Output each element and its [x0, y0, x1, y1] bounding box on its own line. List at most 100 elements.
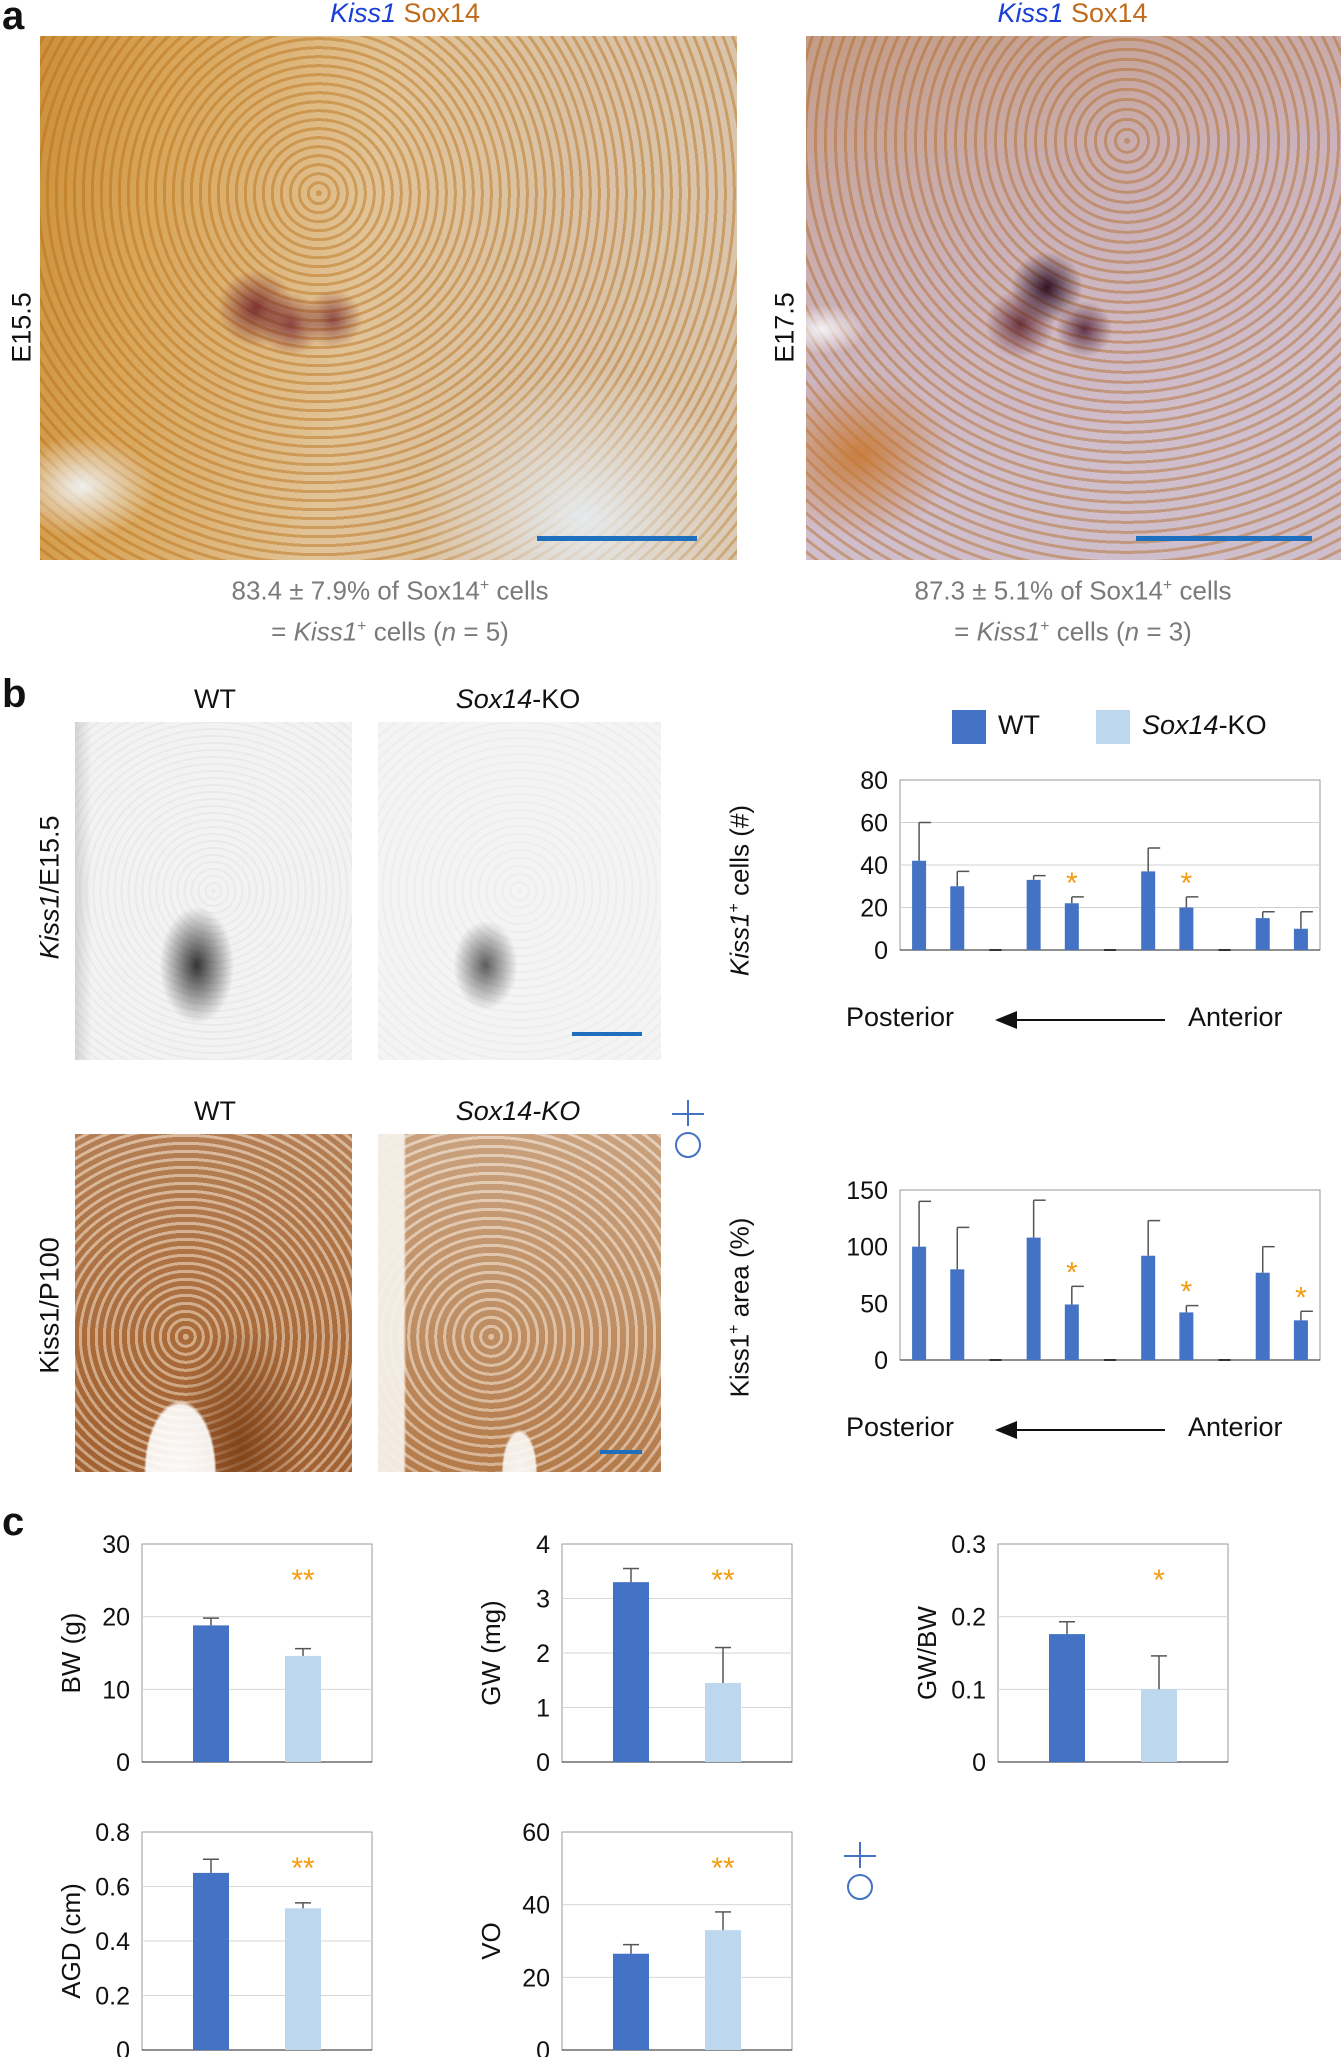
y-tick-label: 0.2: [95, 1983, 130, 2011]
direction-arrow: [995, 1011, 1165, 1029]
direction-anterior: Anterior: [1188, 1412, 1283, 1442]
chart-b-top-ylabel: Kiss1+ cells (#): [725, 791, 756, 991]
y-tick-label: 1: [536, 1695, 550, 1723]
caption-tail: = 5): [456, 616, 509, 647]
caption-tail: = 3): [1139, 616, 1192, 647]
y-axis-label: GW (mg): [480, 1600, 506, 1705]
panel-a-right-title: Kiss1 Sox14: [805, 0, 1340, 29]
stage-label-e17: E17.5: [769, 292, 800, 363]
title-suffix: -KO: [532, 684, 581, 714]
ylabel-gene: Kiss1: [724, 912, 755, 977]
caption-tail: cells: [1172, 575, 1232, 606]
y-tick-label: 20: [860, 895, 888, 923]
y-tick-label: 3: [536, 1586, 550, 1614]
y-tick-label: 60: [522, 1819, 550, 1847]
chart-c-agd: 0 0.2 0.4 0.6 0.8 AGD (cm) **: [60, 1819, 373, 2057]
panel-letter-c: c: [2, 1500, 25, 1544]
bar: [912, 860, 927, 950]
y-tick-label: 100: [846, 1234, 888, 1262]
caption-sup: +: [1040, 617, 1050, 635]
caption-line-2: = Kiss1+ cells (n = 3): [813, 609, 1333, 650]
caption-value: 87.3 ± 5.1% of Sox14: [914, 575, 1163, 606]
y-tick-label: 20: [522, 1964, 550, 1992]
micrograph-kiss1-e15-sox14ko: [378, 722, 661, 1060]
bar: [1141, 871, 1156, 950]
gene-name: Kiss1: [34, 893, 65, 960]
chart-c-gw: 0 1 2 3 4 GW (mg) **: [480, 1531, 793, 1777]
bar: [1179, 1312, 1194, 1360]
y-tick-label: 30: [102, 1531, 130, 1559]
scale-bar: [1136, 536, 1312, 541]
y-tick-label: 80: [860, 767, 888, 795]
y-axis-label: BW (g): [60, 1613, 86, 1694]
bar: [1293, 1320, 1308, 1360]
panel-b-top-wt-title: WT: [194, 684, 236, 714]
y-tick-label: 0: [536, 2037, 550, 2057]
significance-marker: **: [711, 1564, 735, 1597]
panel-b-bottom-wt-title: WT: [194, 1096, 236, 1126]
micrograph-kiss1-e15-wt: [75, 722, 352, 1060]
gene-name: Kiss1: [997, 0, 1064, 28]
caption-tail: cells: [489, 575, 549, 606]
ylabel-tail: cells (#): [724, 804, 755, 904]
legend-label-sox14ko: Sox14-KO: [1142, 710, 1267, 741]
significance-marker: *: [1153, 1564, 1165, 1597]
panel-b-top-row-label: Kiss1/E15.5: [35, 788, 66, 988]
y-tick-label: 0.1: [951, 1676, 986, 1704]
caption-mid: cells (: [366, 616, 442, 647]
bar: [705, 1682, 741, 1762]
y-tick-label: 0: [874, 1347, 888, 1375]
caption-line-1: 83.4 ± 7.9% of Sox14+ cells: [130, 568, 650, 609]
bar: [1255, 1272, 1270, 1360]
significance-marker: **: [291, 1852, 315, 1885]
bar: [950, 1269, 965, 1360]
scale-bar: [537, 536, 697, 541]
caption-gene: Kiss1: [293, 616, 358, 647]
y-tick-label: 10: [102, 1676, 130, 1704]
protein-name: Sox14: [1070, 0, 1148, 28]
bar: [193, 1872, 229, 2050]
caption-line-2: = Kiss1+ cells (n = 5): [130, 609, 650, 650]
bar: [1179, 907, 1194, 950]
label-suffix: /E15.5: [34, 815, 65, 894]
bar: [613, 1582, 649, 1762]
significance-marker: *: [1066, 867, 1078, 900]
bar: [1026, 879, 1041, 950]
caption-n: n: [1124, 616, 1140, 647]
micrograph-kiss1-p100-wt: [75, 1134, 352, 1472]
micrograph-e17-kiss1-sox14: [806, 36, 1341, 560]
direction-anterior: Anterior: [1188, 1002, 1283, 1032]
y-tick-label: 4: [536, 1531, 550, 1559]
gene-name: Sox14: [455, 684, 533, 714]
y-tick-label: 0: [116, 2037, 130, 2057]
bar: [1293, 928, 1308, 950]
plot-frame: [561, 1831, 793, 2051]
chart-c-vo: 0 20 40 60 VO **: [480, 1819, 793, 2057]
plot-frame: [141, 1543, 373, 1763]
y-tick-label: 2: [536, 1640, 550, 1668]
gene-name: Sox14: [1142, 710, 1219, 740]
caption-prefix: =: [271, 616, 294, 647]
protein-name: Sox14: [403, 0, 481, 28]
chart-b-bottom-ylabel: Kiss1+ area (%): [725, 1208, 756, 1408]
micrograph-e15-kiss1-sox14: [40, 36, 737, 560]
bar: [1064, 903, 1079, 950]
y-tick-label: 0.8: [95, 1819, 130, 1847]
bar: [285, 1655, 321, 1762]
y-tick-label: 150: [846, 1177, 888, 1205]
bar: [950, 886, 965, 950]
significance-marker: *: [1295, 1281, 1307, 1314]
bar: [705, 1930, 741, 2050]
ylabel-main: Kiss1: [724, 1333, 755, 1398]
ylabel-tail: area (%): [724, 1217, 755, 1325]
y-tick-label: 40: [860, 852, 888, 880]
legend-swatch-sox14ko: [1096, 710, 1130, 744]
female-symbol-icon: [672, 1100, 704, 1158]
bar: [285, 1908, 321, 2050]
panel-a-left-title: Kiss1 Sox14: [40, 0, 770, 29]
y-tick-label: 0: [536, 1749, 550, 1777]
caption-n: n: [441, 616, 457, 647]
panel-letter-a: a: [2, 0, 25, 38]
y-axis-label: AGD (cm): [60, 1883, 86, 1999]
panel-b-top-ko-title: Sox14-KO: [378, 684, 658, 715]
